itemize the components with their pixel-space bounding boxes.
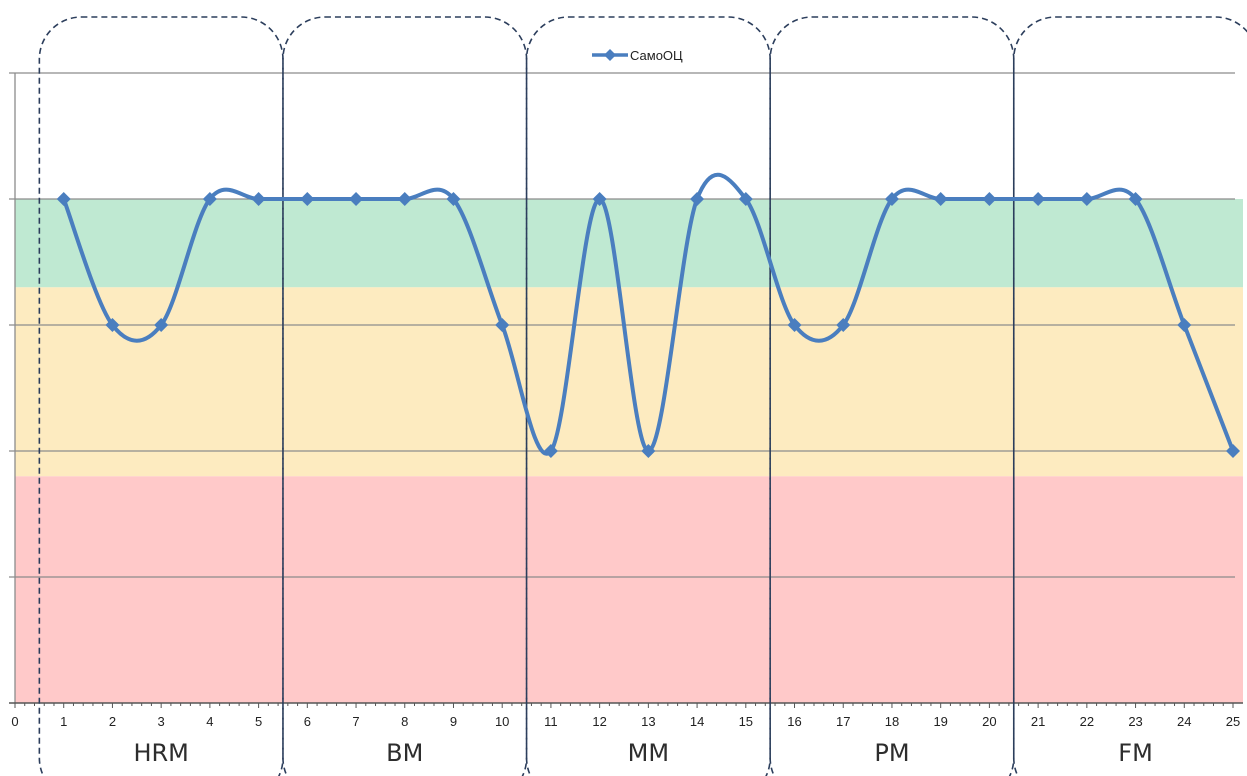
band-red: [15, 476, 1243, 703]
background-bands: [15, 199, 1243, 703]
x-tick-label: 17: [836, 714, 850, 729]
axes: 0 1 2 3 4 5 6 7 8 9 10 11 12 13 14 15 16 17 18 19 20 21 22 23 24…: [9, 73, 1243, 729]
x-tick-label: 4: [206, 714, 213, 729]
data-point: [154, 318, 169, 332]
x-tick-label: 16: [787, 714, 801, 729]
data-point: [397, 192, 412, 206]
data-point: [56, 192, 71, 206]
series: [56, 172, 1240, 458]
data-point: [105, 318, 120, 332]
x-tick-label: 1: [60, 714, 67, 729]
x-tick-label: 19: [933, 714, 947, 729]
data-point: [446, 192, 461, 206]
x-tick-label: 15: [739, 714, 753, 729]
band-yellow: [15, 287, 1243, 477]
group-label-bm: BM: [386, 739, 423, 767]
legend-series-label: СамоОЦ: [630, 48, 683, 63]
x-tick-label: 2: [109, 714, 116, 729]
group-label-pm: PM: [874, 739, 909, 767]
data-point: [1079, 192, 1094, 206]
x-tick-label: 20: [982, 714, 996, 729]
x-tick-label: 24: [1177, 714, 1191, 729]
data-point: [738, 192, 753, 206]
data-point: [592, 192, 607, 206]
data-point: [495, 318, 510, 332]
x-tick-label: 9: [450, 714, 457, 729]
data-point: [1226, 444, 1240, 458]
group-label-hrm: HRM: [133, 739, 188, 767]
data-point: [787, 318, 802, 332]
x-tick-label: 11: [544, 714, 558, 729]
data-point: [1128, 192, 1143, 206]
data-point: [543, 444, 558, 458]
data-point: [202, 192, 217, 206]
x-tick-label: 7: [352, 714, 359, 729]
legend: СамоОЦ: [592, 48, 683, 63]
x-tick-label: 25: [1226, 714, 1240, 729]
x-tick-label: 10: [495, 714, 509, 729]
data-point: [641, 444, 656, 458]
data-point: [982, 192, 997, 206]
data-point: [1031, 192, 1046, 206]
x-tick-label: 22: [1080, 714, 1094, 729]
group-box-fm: [1012, 16, 1247, 776]
data-point: [836, 318, 851, 332]
x-tick-label: 12: [592, 714, 606, 729]
data-point: [300, 192, 315, 206]
x-tick-label: 3: [158, 714, 165, 729]
x-tick-label: 13: [641, 714, 655, 729]
x-tick-label: 5: [255, 714, 262, 729]
data-point: [933, 192, 948, 206]
x-tick-label: 14: [690, 714, 704, 729]
x-tick-label: 23: [1128, 714, 1142, 729]
data-point: [349, 192, 364, 206]
data-point: [884, 192, 899, 206]
x-tick-label: 8: [401, 714, 408, 729]
group-label-fm: FM: [1118, 739, 1153, 767]
data-point: [690, 192, 705, 206]
x-tick-label: 18: [885, 714, 899, 729]
group-label-mm: MM: [628, 739, 669, 767]
x-tick-label: 21: [1031, 714, 1045, 729]
data-point: [251, 192, 266, 206]
band-green: [15, 199, 1243, 288]
x-tick-label: 6: [304, 714, 311, 729]
data-point: [1177, 318, 1192, 332]
legend-diamond-marker: [604, 49, 616, 61]
x-tick-label: 0: [11, 714, 18, 729]
